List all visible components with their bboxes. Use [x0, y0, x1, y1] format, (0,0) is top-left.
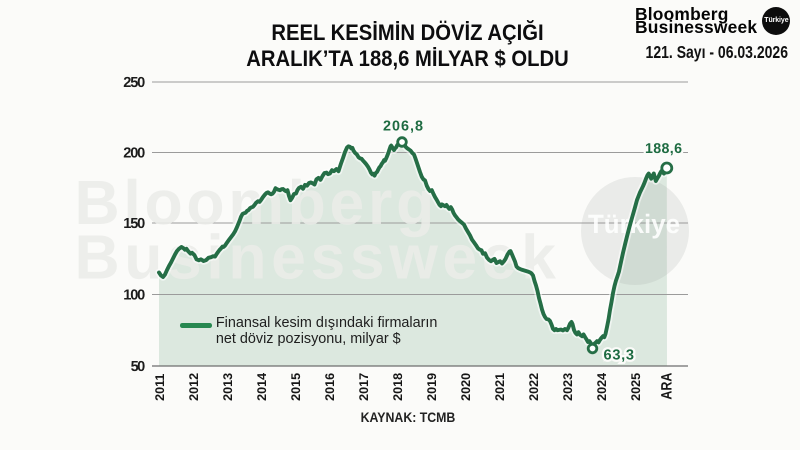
svg-text:Businessweek: Businessweek — [75, 222, 557, 292]
svg-text:206,8: 206,8 — [383, 118, 423, 134]
svg-text:63,3: 63,3 — [604, 348, 635, 364]
svg-text:2023: 2023 — [561, 373, 575, 401]
svg-text:2011: 2011 — [153, 374, 167, 401]
svg-text:2022: 2022 — [527, 373, 541, 401]
svg-text:250: 250 — [123, 75, 145, 91]
svg-text:2015: 2015 — [289, 373, 303, 401]
svg-text:2024: 2024 — [595, 373, 609, 401]
svg-text:150: 150 — [123, 216, 145, 232]
svg-text:200: 200 — [123, 145, 145, 161]
svg-text:188,6: 188,6 — [645, 141, 682, 157]
svg-text:ARA: ARA — [659, 372, 676, 399]
svg-text:206,8: 206,8 — [383, 118, 423, 134]
svg-text:2020: 2020 — [459, 373, 473, 401]
svg-text:2013: 2013 — [221, 373, 235, 401]
svg-text:2012: 2012 — [187, 373, 201, 401]
svg-text:2016: 2016 — [323, 373, 337, 401]
svg-text:2021: 2021 — [493, 373, 507, 401]
svg-text:63,3: 63,3 — [604, 348, 635, 364]
svg-text:188,6: 188,6 — [645, 141, 682, 157]
svg-text:2014: 2014 — [255, 373, 269, 401]
svg-text:2017: 2017 — [357, 373, 371, 401]
svg-text:2019: 2019 — [425, 373, 439, 401]
svg-text:2025: 2025 — [629, 373, 643, 401]
svg-text:50: 50 — [131, 359, 146, 375]
svg-text:100: 100 — [123, 287, 145, 303]
svg-text:2018: 2018 — [391, 373, 405, 401]
